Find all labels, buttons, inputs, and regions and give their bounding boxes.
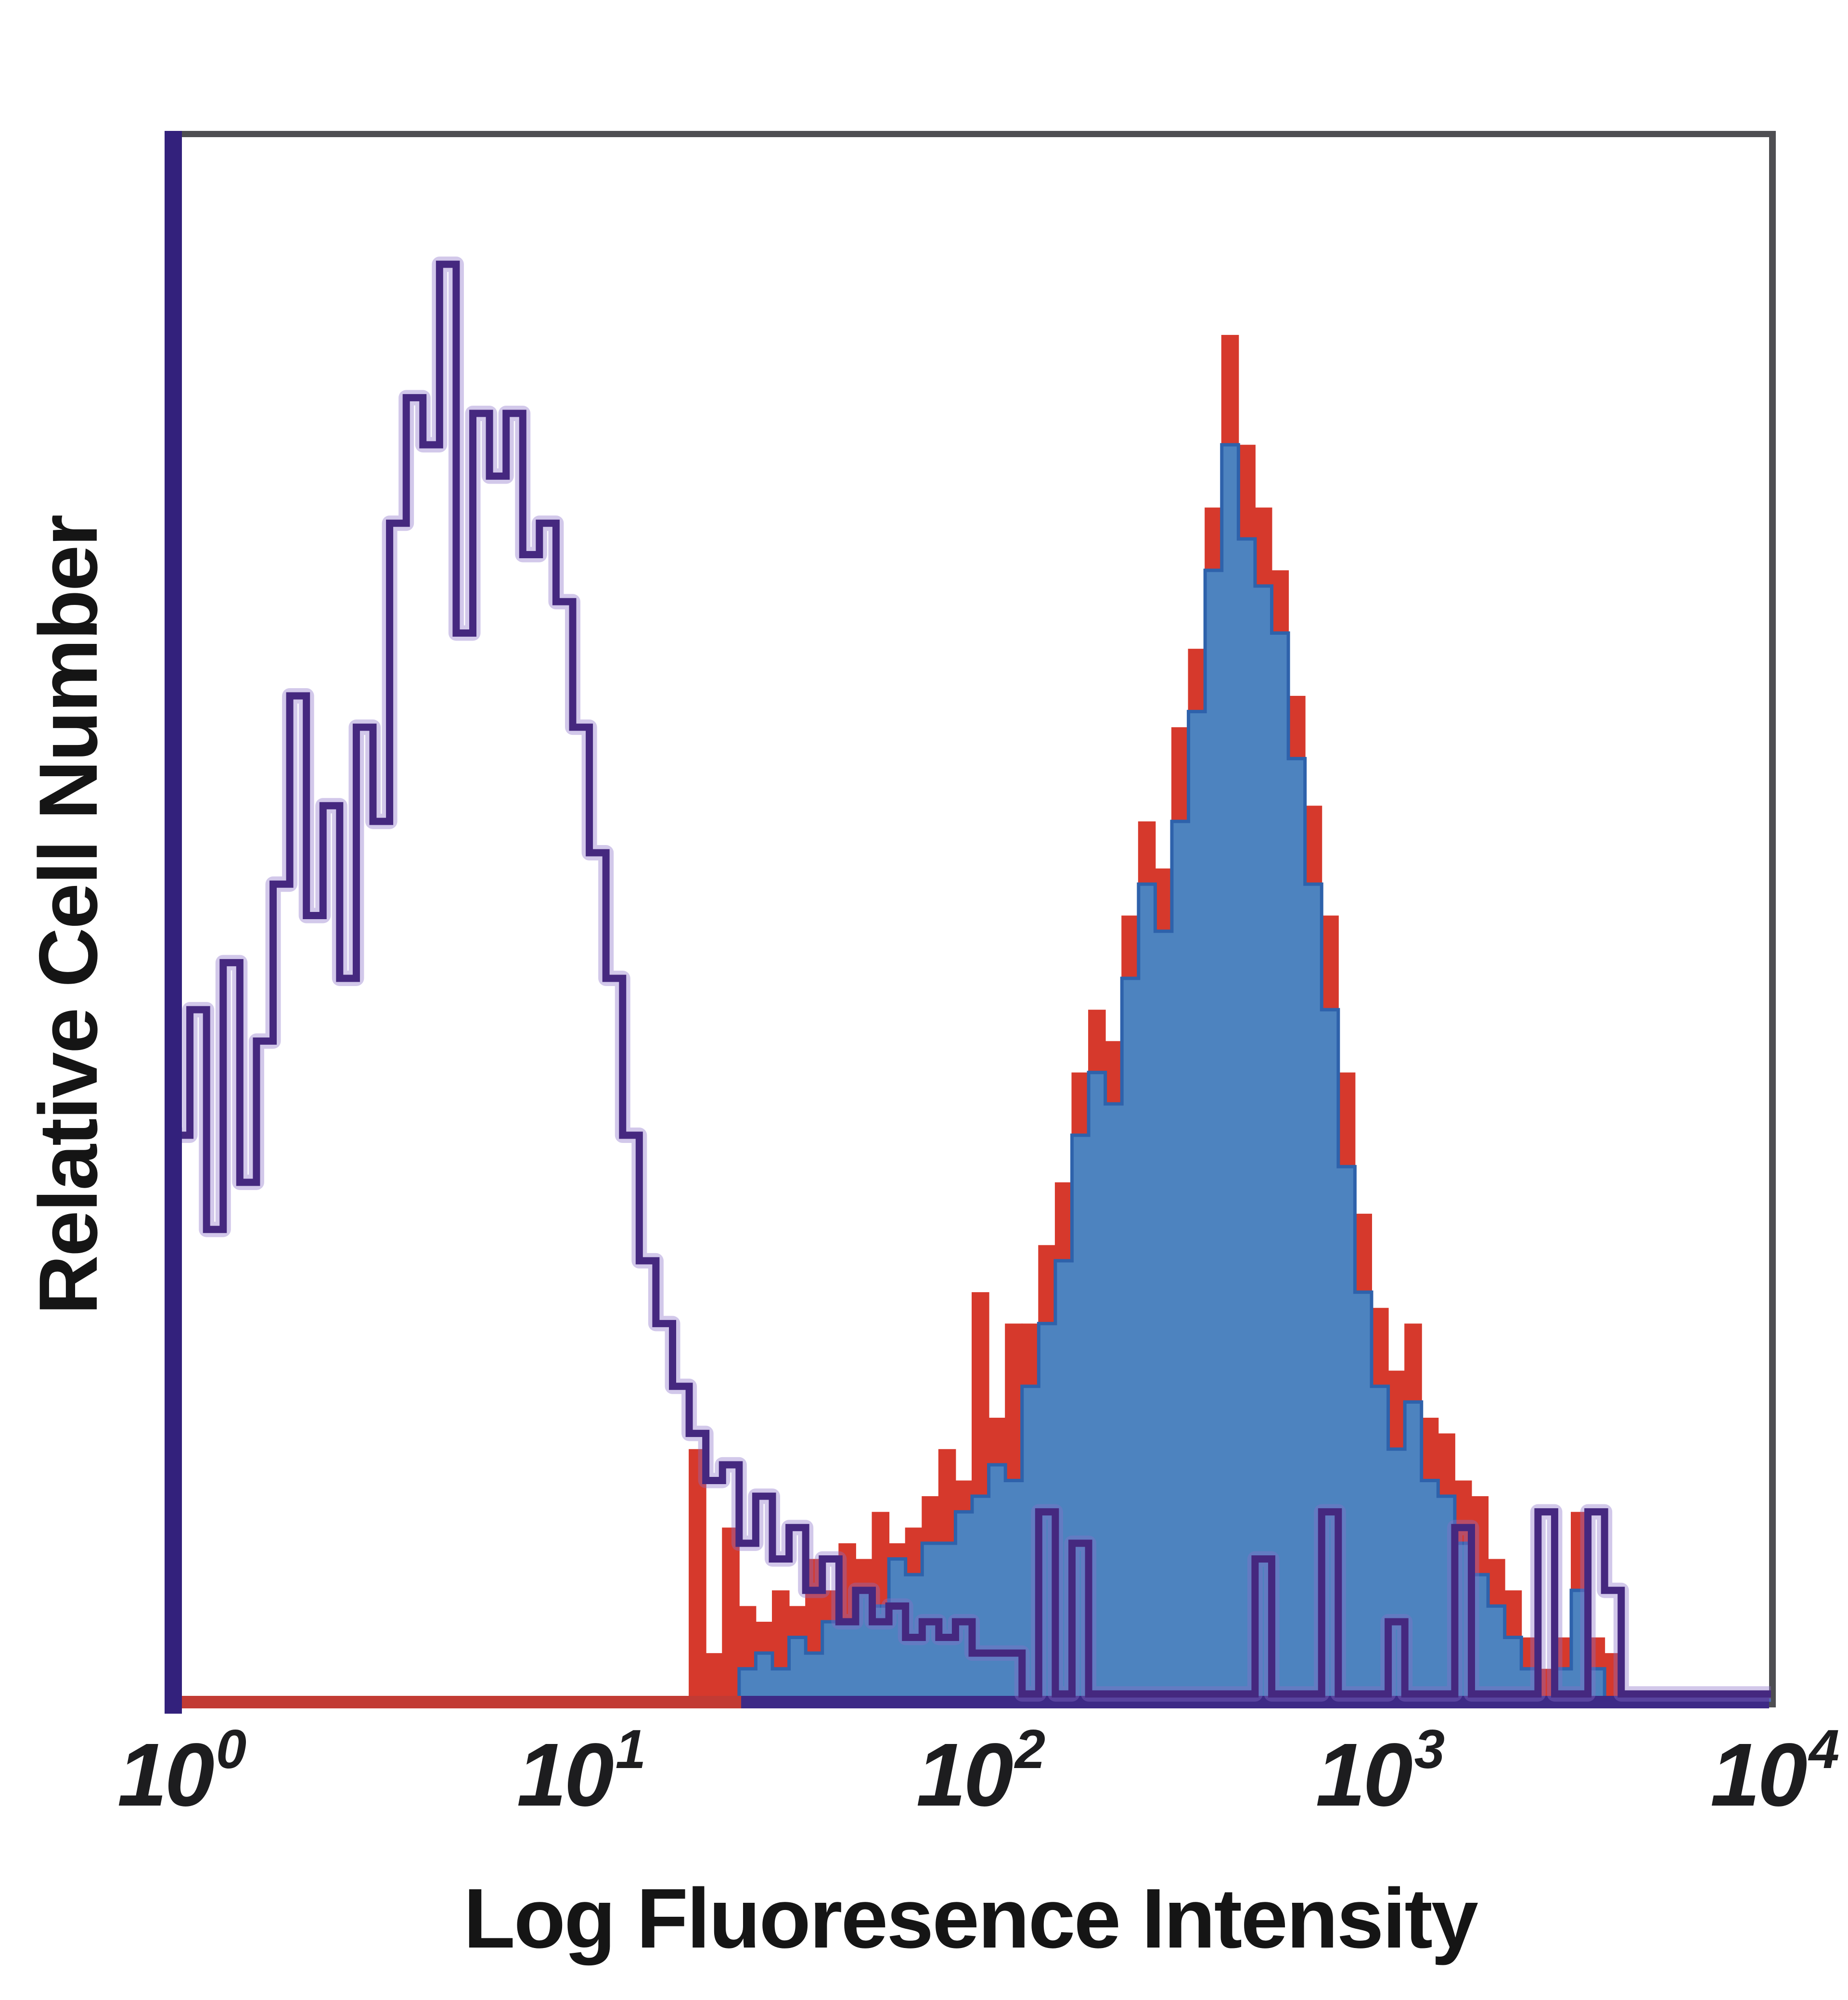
- x-tick-10e2: 102: [916, 1722, 1045, 1820]
- x-tick-10e0: 100: [117, 1722, 246, 1820]
- tick-exponent: 2: [1014, 1719, 1046, 1780]
- red-histogram-bin: [705, 1653, 723, 1700]
- tick-base: 10: [916, 1725, 1014, 1825]
- plot-frame-left-y-axis: [165, 131, 182, 1714]
- tick-exponent: 4: [1809, 1719, 1840, 1780]
- x-axis-title: Log Fluoresence Intensity: [463, 1872, 1478, 1966]
- plot-frame-right: [1769, 131, 1776, 1707]
- tick-base: 10: [516, 1725, 614, 1825]
- tick-base: 10: [117, 1725, 215, 1825]
- baseline-purple-segment: [741, 1696, 1769, 1708]
- red-histogram-bin: [689, 1449, 706, 1700]
- y-axis-title: Relative Cell Number: [22, 515, 115, 1315]
- red-histogram-bin: [722, 1527, 740, 1700]
- tick-exponent: 0: [216, 1719, 247, 1780]
- plot-frame-top: [165, 131, 1776, 137]
- tick-exponent: 1: [615, 1719, 646, 1780]
- purple-histogram-trace: [173, 260, 1771, 1698]
- x-tick-10e3: 103: [1316, 1722, 1445, 1820]
- x-tick-10e1: 101: [517, 1722, 646, 1820]
- baseline-red-segment: [173, 1696, 741, 1708]
- tick-exponent: 3: [1414, 1719, 1445, 1780]
- x-tick-10e4: 104: [1710, 1722, 1839, 1820]
- tick-base: 10: [1710, 1725, 1808, 1825]
- tick-base: 10: [1315, 1725, 1413, 1825]
